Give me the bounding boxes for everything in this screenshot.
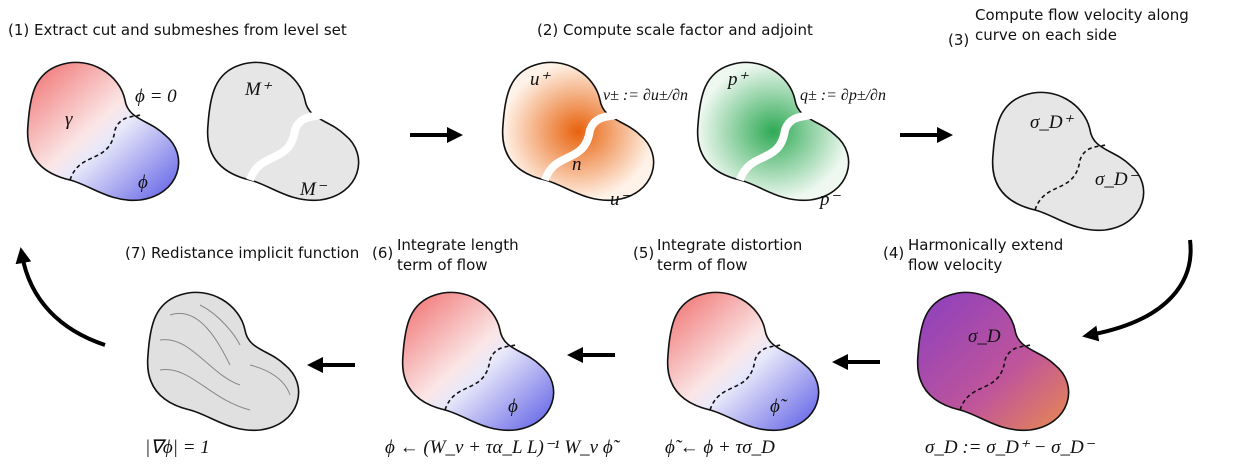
step-label: Compute flow velocity along [975,6,1189,24]
step-label: (7) Redistance implicit function [125,244,359,262]
annotation: σ_D⁻ [1095,169,1140,190]
step-label: Integrate length [397,236,519,254]
blob-8 [403,292,554,430]
annotation: ϕ̃ ← ϕ + τσ_D [665,437,775,458]
annotation: u⁻ [610,189,632,210]
step-label: Harmonically extend [908,236,1063,254]
blob-2 [208,62,359,200]
annotation: p⁺ [726,69,750,90]
annotation: σ_D [968,326,1001,347]
annotation: M⁻ [299,179,328,200]
step-label: (1) Extract cut and submeshes from level… [8,21,347,39]
step-label: Integrate distortion [657,236,802,254]
annotation: ϕ ← (W_v + τα_L L)⁻¹ W_v ϕ̃ [385,437,621,458]
annotation: p⁻ [818,189,842,210]
blob-4 [698,62,849,200]
blob-6 [918,292,1069,430]
annotation: γ [65,109,73,130]
blob-1 [28,62,179,200]
step-label: flow velocity [908,256,1002,274]
annotation: σ_D := σ_D⁺ − σ_D⁻ [925,437,1096,458]
diagram: (1) Extract cut and submeshes from level… [0,0,1238,470]
step-label: curve on each side [975,26,1117,44]
step-label: term of flow [397,256,488,274]
step-label: (6) [372,244,393,262]
annotation: n [572,154,582,175]
annotation: ϕ [508,396,518,417]
annotation: q± := ∂p±/∂n [800,87,886,104]
step-label: (4) [883,244,904,262]
step-label: (5) [633,244,654,262]
annotation: M⁺ [244,79,273,100]
step-label: term of flow [657,256,748,274]
annotation: ϕ = 0 [135,86,177,107]
annotation: σ_D⁺ [1030,112,1075,133]
blob-3 [503,62,654,200]
blob-7 [668,292,819,430]
annotation: v± := ∂u±/∂n [603,87,688,104]
annotation: u⁺ [530,69,552,90]
annotation: |∇ϕ| = 1 [145,437,210,458]
step-label: (3) [948,31,969,49]
annotation: ϕ [138,172,148,193]
blob-9 [148,292,299,430]
step-label: (2) Compute scale factor and adjoint [537,21,813,39]
